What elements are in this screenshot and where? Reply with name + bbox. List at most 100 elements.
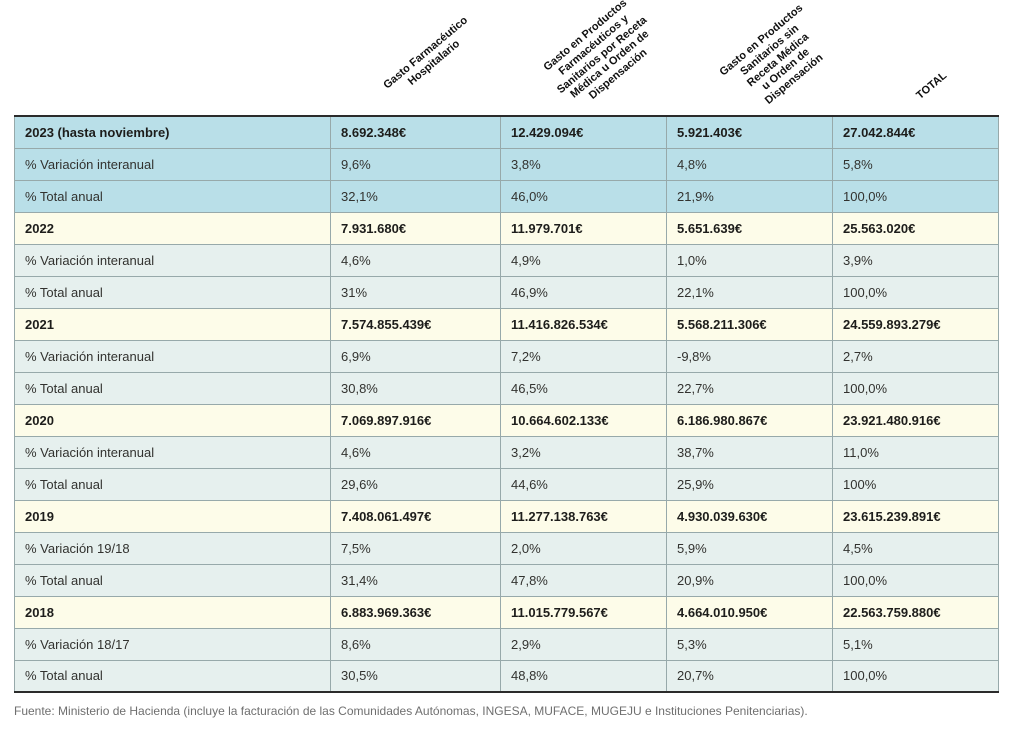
- table-row: % Total anual 32,1% 46,0% 21,9% 100,0%: [14, 179, 999, 212]
- row-label-cell: 2021: [14, 307, 331, 340]
- year-row: 2019 7.408.061.497€ 11.277.138.763€ 4.930.0…: [14, 499, 999, 532]
- value-cell: 11.015.779.567€: [500, 595, 667, 628]
- value-cell: 32,1%: [330, 179, 501, 212]
- year-row: 2022 7.931.680€ 11.979.701€ 5.651.639€ 25.56…: [14, 211, 999, 244]
- value-cell: 21,9%: [666, 179, 833, 212]
- col-header-total: TOTAL: [914, 69, 950, 102]
- value-cell: 24.559.893.279€: [832, 307, 999, 340]
- value-cell: 11.277.138.763€: [500, 499, 667, 532]
- value-cell: 4,6%: [330, 435, 501, 468]
- row-label-cell: % Variación interanual: [14, 243, 331, 276]
- row-label-cell: % Total anual: [14, 467, 331, 500]
- value-cell: 30,8%: [330, 371, 501, 404]
- value-cell: 20,7%: [666, 659, 833, 692]
- value-cell: 4,5%: [832, 531, 999, 564]
- value-cell: 7.069.897.916€: [330, 403, 501, 436]
- value-cell: 20,9%: [666, 563, 833, 596]
- value-cell: 30,5%: [330, 659, 501, 692]
- value-cell: 23.615.239.891€: [832, 499, 999, 532]
- value-cell: 2,9%: [500, 627, 667, 660]
- value-cell: 100,0%: [832, 371, 999, 404]
- table-row: % Variación interanual 6,9% 7,2% -9,8% 2,7%: [14, 339, 999, 372]
- row-label-cell: % Variación 18/17: [14, 627, 331, 660]
- row-label-cell: % Total anual: [14, 371, 331, 404]
- value-cell: 4,8%: [666, 147, 833, 180]
- year-row: 2018 6.883.969.363€ 11.015.779.567€ 4.664.0…: [14, 595, 999, 628]
- value-cell: 29,6%: [330, 467, 501, 500]
- value-cell: 5,8%: [832, 147, 999, 180]
- table-row: % Variación interanual 9,6% 3,8% 4,8% 5,8%: [14, 147, 999, 180]
- value-cell: 31%: [330, 275, 501, 308]
- value-cell: 5.651.639€: [666, 211, 833, 244]
- value-cell: 27.042.844€: [832, 116, 999, 148]
- value-cell: 7.931.680€: [330, 211, 501, 244]
- value-cell: 7,5%: [330, 531, 501, 564]
- row-label-cell: 2022: [14, 211, 331, 244]
- value-cell: 100,0%: [832, 179, 999, 212]
- value-cell: 7.408.061.497€: [330, 499, 501, 532]
- value-cell: 46,9%: [500, 275, 667, 308]
- table-container: Gasto Farmacéutico Hospitalario Gasto en…: [14, 0, 999, 718]
- row-label-cell: % Total anual: [14, 659, 331, 692]
- row-label-cell: % Variación interanual: [14, 435, 331, 468]
- value-cell: 4.930.039.630€: [666, 499, 833, 532]
- value-cell: 6.883.969.363€: [330, 595, 501, 628]
- col-header-gasto-con-receta: Gasto en Productos Farmacéuticos y Sanit…: [541, 0, 652, 102]
- table-row: % Variación interanual 4,6% 4,9% 1,0% 3,9%: [14, 243, 999, 276]
- table-row: % Variación interanual 4,6% 3,2% 38,7% 11,0%: [14, 435, 999, 468]
- value-cell: 1,0%: [666, 243, 833, 276]
- value-cell: 6,9%: [330, 339, 501, 372]
- value-cell: 100,0%: [832, 563, 999, 596]
- row-label-cell: % Total anual: [14, 179, 331, 212]
- value-cell: 5,1%: [832, 627, 999, 660]
- value-cell: 46,0%: [500, 179, 667, 212]
- value-cell: 48,8%: [500, 659, 667, 692]
- value-cell: 47,8%: [500, 563, 667, 596]
- value-cell: 3,9%: [832, 243, 999, 276]
- value-cell: 2,0%: [500, 531, 667, 564]
- expense-table-body: 2023 (hasta noviembre) 8.692.348€ 12.429.0…: [14, 116, 999, 692]
- value-cell: 12.429.094€: [500, 116, 667, 148]
- row-label-cell: 2019: [14, 499, 331, 532]
- value-cell: 3,2%: [500, 435, 667, 468]
- value-cell: 8,6%: [330, 627, 501, 660]
- value-cell: 10.664.602.133€: [500, 403, 667, 436]
- year-row: 2023 (hasta noviembre) 8.692.348€ 12.429.0…: [14, 116, 999, 148]
- table-row: % Total anual 31,4% 47,8% 20,9% 100,0%: [14, 563, 999, 596]
- row-label-cell: % Variación interanual: [14, 147, 331, 180]
- value-cell: 4,6%: [330, 243, 501, 276]
- value-cell: 22,1%: [666, 275, 833, 308]
- value-cell: 9,6%: [330, 147, 501, 180]
- value-cell: 5.568.211.306€: [666, 307, 833, 340]
- value-cell: 100%: [832, 467, 999, 500]
- value-cell: 4,9%: [500, 243, 667, 276]
- value-cell: 23.921.480.916€: [832, 403, 999, 436]
- value-cell: 5,9%: [666, 531, 833, 564]
- row-label-cell: % Variación 19/18: [14, 531, 331, 564]
- row-label-cell: 2023 (hasta noviembre): [14, 116, 331, 148]
- value-cell: 5.921.403€: [666, 116, 833, 148]
- value-cell: 5,3%: [666, 627, 833, 660]
- value-cell: 25.563.020€: [832, 211, 999, 244]
- expense-table: 2023 (hasta noviembre) 8.692.348€ 12.429.0…: [14, 115, 999, 693]
- table-row: % Variación 19/18 7,5% 2,0% 5,9% 4,5%: [14, 531, 999, 564]
- value-cell: 8.692.348€: [330, 116, 501, 148]
- row-label-cell: 2020: [14, 403, 331, 436]
- table-row: % Total anual 31% 46,9% 22,1% 100,0%: [14, 275, 999, 308]
- value-cell: 7,2%: [500, 339, 667, 372]
- value-cell: 3,8%: [500, 147, 667, 180]
- rotated-column-headers: Gasto Farmacéutico Hospitalario Gasto en…: [14, 0, 998, 115]
- row-label-cell: 2018: [14, 595, 331, 628]
- table-row: % Variación 18/17 8,6% 2,9% 5,3% 5,1%: [14, 627, 999, 660]
- source-note: Fuente: Ministerio de Hacienda (incluye …: [14, 704, 808, 718]
- value-cell: 4.664.010.950€: [666, 595, 833, 628]
- value-cell: 6.186.980.867€: [666, 403, 833, 436]
- value-cell: 2,7%: [832, 339, 999, 372]
- row-label-cell: % Total anual: [14, 563, 331, 596]
- value-cell: -9,8%: [666, 339, 833, 372]
- value-cell: 100,0%: [832, 275, 999, 308]
- table-row: % Total anual 30,8% 46,5% 22,7% 100,0%: [14, 371, 999, 404]
- value-cell: 46,5%: [500, 371, 667, 404]
- value-cell: 7.574.855.439€: [330, 307, 501, 340]
